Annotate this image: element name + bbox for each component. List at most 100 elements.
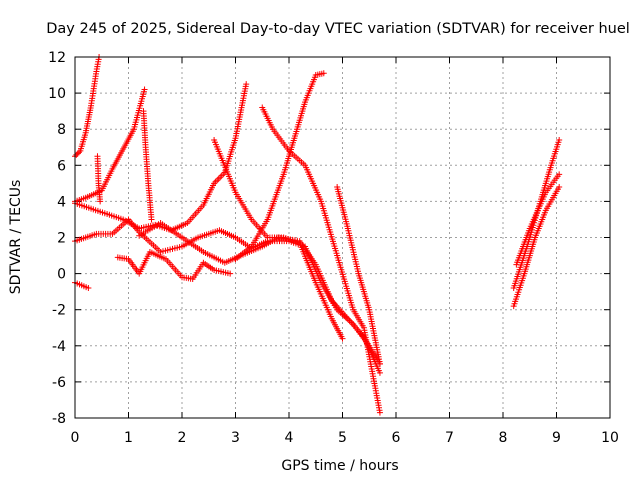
interpolated-markers <box>88 70 99 107</box>
interpolated-markers <box>138 221 162 238</box>
x-tick-label: 5 <box>338 430 347 446</box>
interpolated-markers <box>74 231 98 244</box>
y-tick-label: 8 <box>57 122 66 138</box>
data-point <box>320 70 327 77</box>
series-trace-2 <box>94 153 104 205</box>
interpolated-markers <box>213 267 231 277</box>
data-point <box>85 285 92 292</box>
interpolated-markers <box>111 218 130 236</box>
x-tick-label: 9 <box>552 430 561 446</box>
interpolated-markers <box>271 128 291 152</box>
interpolated-markers <box>180 235 205 254</box>
data-point <box>376 409 383 416</box>
data-point <box>339 335 346 342</box>
interpolated-markers <box>140 110 149 148</box>
interpolated-markers <box>292 101 308 139</box>
y-tick-label: -6 <box>52 375 66 391</box>
series-trace-1 <box>72 54 103 160</box>
interpolated-markers <box>330 299 350 320</box>
interpolated-markers <box>191 261 206 280</box>
interpolated-markers <box>74 195 87 204</box>
data-point <box>141 86 148 93</box>
series-trace-16 <box>513 171 563 268</box>
interpolated-markers <box>212 139 238 194</box>
interpolated-markers <box>334 186 351 230</box>
interpolated-markers <box>218 228 237 240</box>
series-trace-3 <box>72 86 148 205</box>
interpolated-markers <box>334 254 356 311</box>
interpolated-markers <box>106 211 124 222</box>
x-tick-label: 8 <box>499 430 508 446</box>
series-trace-4 <box>140 108 155 223</box>
interpolated-markers <box>74 201 92 211</box>
interpolated-markers <box>544 173 561 194</box>
series-trace-13 <box>334 183 383 367</box>
series-trace-14 <box>510 183 563 310</box>
interpolated-markers <box>511 272 527 307</box>
interpolated-markers <box>78 132 88 152</box>
x-tick-label: 7 <box>445 430 454 446</box>
x-tick-label: 0 <box>71 430 80 446</box>
data-point <box>376 369 383 376</box>
interpolated-markers <box>138 222 156 231</box>
interpolated-markers <box>297 242 318 284</box>
interpolated-markers <box>345 227 361 275</box>
y-tick-label: 4 <box>57 194 66 210</box>
interpolated-markers <box>90 206 108 217</box>
plot-area <box>72 54 563 416</box>
interpolated-markers <box>84 188 103 200</box>
interpolated-markers <box>282 235 301 246</box>
x-axis-label: GPS time / hours <box>281 458 398 474</box>
interpolated-markers <box>233 191 254 221</box>
interpolated-markers <box>186 203 205 225</box>
x-tick-label: 10 <box>601 430 619 446</box>
series-trace-7 <box>72 216 383 367</box>
interpolated-markers <box>121 128 136 151</box>
interpolated-markers <box>233 83 249 139</box>
data-point <box>243 81 250 88</box>
series-trace-15 <box>510 137 563 292</box>
grid <box>75 57 610 418</box>
x-tick-label: 4 <box>285 430 294 446</box>
data-point <box>148 216 155 223</box>
interpolated-markers <box>160 244 183 255</box>
interpolated-markers <box>329 317 345 340</box>
series-trace-10 <box>211 137 346 342</box>
y-tick-label: -8 <box>52 411 66 427</box>
interpolated-markers <box>110 148 126 170</box>
y-tick-label: 6 <box>57 158 66 174</box>
interpolated-markers <box>145 182 155 220</box>
interpolated-markers <box>201 182 216 206</box>
interpolated-markers <box>544 186 561 212</box>
series-trace-5 <box>72 81 250 234</box>
interpolated-markers <box>318 200 340 257</box>
interpolated-markers <box>260 106 275 130</box>
y-axis-label: SDTVAR / TECUs <box>8 180 24 295</box>
interpolated-markers <box>148 249 167 262</box>
interpolated-markers <box>302 74 318 103</box>
interpolated-markers <box>313 263 334 302</box>
data-point <box>227 270 234 277</box>
interpolated-markers <box>74 280 90 291</box>
series-trace-8 <box>114 248 234 283</box>
x-tick-label: 2 <box>178 430 187 446</box>
interpolated-markers <box>142 146 152 184</box>
interpolated-markers <box>93 56 102 72</box>
interpolated-markers <box>202 261 216 272</box>
data-point <box>556 171 563 178</box>
interpolated-markers <box>212 171 227 185</box>
interpolated-markers <box>366 309 383 365</box>
interpolated-markers <box>164 258 184 279</box>
interpolated-markers <box>287 149 307 167</box>
interpolated-markers <box>137 251 152 275</box>
interpolated-markers <box>202 250 226 265</box>
interpolated-markers <box>356 272 372 311</box>
interpolated-markers <box>514 227 532 266</box>
interpolated-markers <box>131 88 147 130</box>
y-tick-label: 2 <box>57 231 66 247</box>
interpolated-markers <box>522 236 538 275</box>
interpolated-markers <box>159 221 184 240</box>
chart-title: Day 245 of 2025, Sidereal Day-to-day VTE… <box>46 21 630 37</box>
